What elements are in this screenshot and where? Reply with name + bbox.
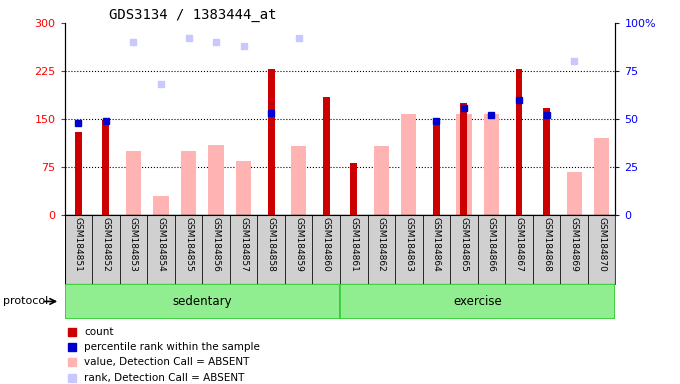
Text: count: count: [84, 327, 114, 337]
Text: GSM184866: GSM184866: [487, 217, 496, 272]
Bar: [92, 215, 120, 284]
Text: GSM184862: GSM184862: [377, 217, 386, 272]
Bar: [505, 215, 532, 284]
Bar: [236, 161, 251, 215]
Bar: [175, 215, 202, 284]
Text: GSM184857: GSM184857: [239, 217, 248, 272]
Text: GSM184861: GSM184861: [350, 217, 358, 272]
Text: GSM184865: GSM184865: [460, 217, 469, 272]
Bar: [588, 215, 615, 284]
Bar: [203, 215, 230, 284]
Text: GSM184860: GSM184860: [322, 217, 330, 272]
Bar: [374, 146, 389, 215]
Bar: [285, 215, 312, 284]
Bar: [65, 284, 340, 319]
Text: GSM184854: GSM184854: [156, 217, 165, 272]
Bar: [533, 215, 560, 284]
Bar: [148, 215, 175, 284]
Text: GSM184855: GSM184855: [184, 217, 193, 272]
Bar: [313, 215, 340, 284]
Text: GSM184858: GSM184858: [267, 217, 275, 272]
Bar: [126, 151, 141, 215]
Text: percentile rank within the sample: percentile rank within the sample: [84, 342, 260, 352]
Bar: [120, 215, 147, 284]
Text: sedentary: sedentary: [173, 295, 232, 308]
Text: GSM184868: GSM184868: [542, 217, 551, 272]
Bar: [323, 97, 330, 215]
Bar: [401, 114, 416, 215]
Bar: [395, 215, 422, 284]
Bar: [543, 108, 550, 215]
Bar: [450, 215, 477, 284]
Bar: [75, 132, 82, 215]
Bar: [103, 120, 109, 215]
Bar: [484, 114, 499, 215]
Bar: [291, 146, 306, 215]
Text: GSM184870: GSM184870: [597, 217, 606, 272]
Text: GSM184852: GSM184852: [101, 217, 110, 272]
Bar: [65, 215, 92, 284]
Text: GSM184869: GSM184869: [570, 217, 579, 272]
Bar: [209, 145, 224, 215]
Text: GSM184859: GSM184859: [294, 217, 303, 272]
Text: GSM184851: GSM184851: [74, 217, 83, 272]
Bar: [456, 114, 471, 215]
Bar: [594, 138, 609, 215]
Bar: [340, 284, 615, 319]
Bar: [154, 196, 169, 215]
Bar: [460, 103, 467, 215]
Text: GSM184856: GSM184856: [211, 217, 220, 272]
Bar: [181, 151, 196, 215]
Text: protocol: protocol: [3, 296, 49, 306]
Bar: [423, 215, 450, 284]
Bar: [340, 215, 367, 284]
Bar: [258, 215, 285, 284]
Text: exercise: exercise: [454, 295, 502, 308]
Text: GDS3134 / 1383444_at: GDS3134 / 1383444_at: [109, 8, 276, 22]
Bar: [230, 215, 257, 284]
Text: GSM184853: GSM184853: [129, 217, 138, 272]
Bar: [560, 215, 588, 284]
Bar: [350, 162, 357, 215]
Bar: [268, 69, 275, 215]
Bar: [478, 215, 505, 284]
Text: GSM184863: GSM184863: [405, 217, 413, 272]
Text: GSM184867: GSM184867: [515, 217, 524, 272]
Bar: [566, 172, 581, 215]
Text: GSM184864: GSM184864: [432, 217, 441, 272]
Bar: [433, 120, 440, 215]
Text: value, Detection Call = ABSENT: value, Detection Call = ABSENT: [84, 358, 250, 367]
Text: rank, Detection Call = ABSENT: rank, Detection Call = ABSENT: [84, 373, 244, 383]
Bar: [515, 69, 522, 215]
Bar: [368, 215, 395, 284]
